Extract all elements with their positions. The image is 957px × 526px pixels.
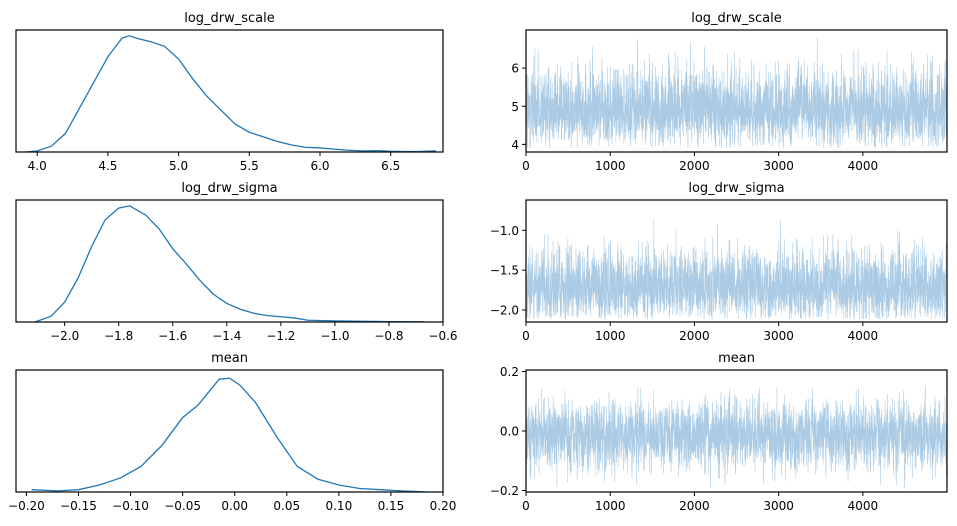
x-tick-label: 4000 [848, 329, 879, 343]
x-tick-label: −0.8 [374, 329, 403, 343]
kde-density-line [31, 377, 428, 492]
plot-area [31, 377, 428, 492]
plot-area [25, 35, 436, 152]
x-tick-label: 4.0 [28, 159, 47, 173]
subplot-1: 4.0 4.5 5.0 5.5 6.0 6.5 log_drw_scale [15, 11, 444, 173]
y-tick-label: −0.2 [490, 484, 519, 498]
subplot-5: −0.20 −0.15 −0.10 −0.05 0.00 0.05 0.10 0.15 0.20… [8, 351, 456, 513]
x-tick-label: 0.20 [430, 499, 457, 513]
x-tick-label: 3000 [763, 329, 794, 343]
y-tick-label: 0.0 [500, 425, 519, 439]
plot-area [34, 205, 425, 322]
x-tick-label: 0 [522, 159, 530, 173]
x-tick-label: −0.6 [428, 329, 457, 343]
x-tick-label: 0.05 [273, 499, 300, 513]
x-tick-label: 0.10 [325, 499, 352, 513]
axes-frame [15, 369, 444, 493]
x-tick-label: 5.0 [169, 159, 188, 173]
x-tick-label: 4000 [848, 159, 879, 173]
x-tick-label: 4.5 [98, 159, 117, 173]
trace-series-line [526, 384, 947, 489]
x-tick-label: 6.0 [310, 159, 329, 173]
y-tick-label: −1.0 [490, 224, 519, 238]
y-tick-label: 6 [511, 62, 519, 76]
subplot-2: 0 1000 2000 3000 4000 4 5 6 log_drw_scale [511, 11, 948, 173]
y-tick-label: −1.5 [490, 264, 519, 278]
x-tick-label: −1.8 [104, 329, 133, 343]
x-tick-label: −1.4 [212, 329, 241, 343]
plot-area [526, 218, 947, 320]
kde-density-line [25, 35, 436, 152]
subplot-title: mean [211, 351, 248, 366]
plot-area [526, 37, 947, 149]
x-tick-label: 3000 [763, 499, 794, 513]
trace-series-line [526, 218, 947, 320]
subplot-6: 0 1000 2000 3000 4000 −0.2 0.0 0.2 mean [490, 351, 948, 513]
x-tick-label: 4000 [848, 499, 879, 513]
y-tick-label: 0.2 [500, 365, 519, 379]
x-tick-label: 2000 [679, 499, 710, 513]
y-tick-label: 4 [511, 138, 519, 152]
x-tick-label: −1.6 [158, 329, 187, 343]
x-tick-label: 2000 [679, 159, 710, 173]
x-tick-label: 2000 [679, 329, 710, 343]
x-tick-label: −0.05 [164, 499, 201, 513]
y-tick-label: −2.0 [490, 304, 519, 318]
x-tick-label: −1.0 [320, 329, 349, 343]
x-tick-label: −0.20 [8, 499, 45, 513]
x-tick-label: −1.2 [266, 329, 295, 343]
axes-frame [15, 199, 444, 323]
axes-frame [525, 199, 948, 323]
subplot-title: log_drw_sigma [688, 181, 784, 196]
y-tick-label: 5 [511, 100, 519, 114]
plot-area [526, 384, 947, 489]
axes-frame [15, 29, 444, 153]
x-tick-label: 6.5 [381, 159, 400, 173]
x-tick-label: 0 [522, 499, 530, 513]
x-tick-label: −0.10 [112, 499, 149, 513]
axes-frame [525, 29, 948, 153]
x-tick-label: −2.0 [50, 329, 79, 343]
x-tick-label: 0 [522, 329, 530, 343]
trace-series-line [526, 37, 947, 149]
kde-density-line [34, 205, 425, 322]
subplot-3: −2.0 −1.8 −1.6 −1.4 −1.2 −1.0 −0.8 −0.6 log_drw_… [15, 181, 458, 343]
subplot-title: mean [718, 351, 755, 366]
subplot-title: log_drw_sigma [181, 181, 277, 196]
x-tick-label: 3000 [763, 159, 794, 173]
x-tick-label: 0.15 [378, 499, 405, 513]
subplot-grid: 4.0 4.5 5.0 5.5 6.0 6.5 log_drw_scale 0 1000 2000… [8, 11, 948, 513]
x-tick-label: 1000 [595, 329, 626, 343]
x-tick-label: 1000 [595, 499, 626, 513]
x-tick-label: −0.15 [60, 499, 97, 513]
x-tick-label: 0.00 [221, 499, 248, 513]
subplot-title: log_drw_scale [691, 11, 782, 26]
x-tick-label: 5.5 [240, 159, 259, 173]
subplot-title: log_drw_scale [184, 11, 275, 26]
subplot-4: 0 1000 2000 3000 4000 −2.0 −1.5 −1.0 log_drw_sig… [490, 181, 948, 343]
x-tick-label: 1000 [595, 159, 626, 173]
